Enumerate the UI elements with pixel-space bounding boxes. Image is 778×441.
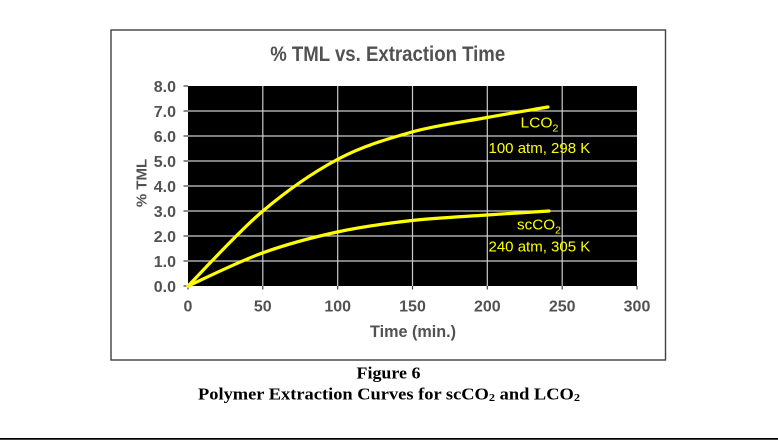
svg-text:200: 200 [474,299,501,316]
svg-text:Polymer Extraction Curves for: Polymer Extraction Curves for scCO 2 and … [198,384,581,404]
svg-text:8.0: 8.0 [154,79,176,96]
svg-text:5.0: 5.0 [154,154,176,171]
svg-text:2.0: 2.0 [154,229,176,246]
svg-text:0: 0 [184,299,193,316]
svg-text:scCO2: scCO2 [517,217,561,237]
svg-text:4.0: 4.0 [154,179,176,196]
svg-text:250: 250 [549,299,576,316]
svg-text:1.0: 1.0 [154,254,176,271]
svg-text:100 atm, 298 K: 100 atm, 298 K [489,140,591,157]
svg-text:100: 100 [324,299,351,316]
svg-text:0.0: 0.0 [154,279,176,296]
svg-text:6.0: 6.0 [154,129,176,146]
svg-text:Time (min.): Time (min.) [370,323,456,341]
svg-text:LCO2: LCO2 [521,115,559,135]
svg-text:% TML vs. Extraction Time: % TML vs. Extraction Time [270,43,505,66]
svg-text:% TML: % TML [134,159,151,207]
svg-text:7.0: 7.0 [154,104,176,121]
svg-text:3.0: 3.0 [154,204,176,221]
svg-text:50: 50 [254,299,272,316]
svg-text:Figure 6: Figure 6 [357,364,421,383]
svg-text:150: 150 [399,299,426,316]
svg-text:300: 300 [624,299,651,316]
svg-text:240 atm, 305 K: 240 atm, 305 K [489,239,591,256]
